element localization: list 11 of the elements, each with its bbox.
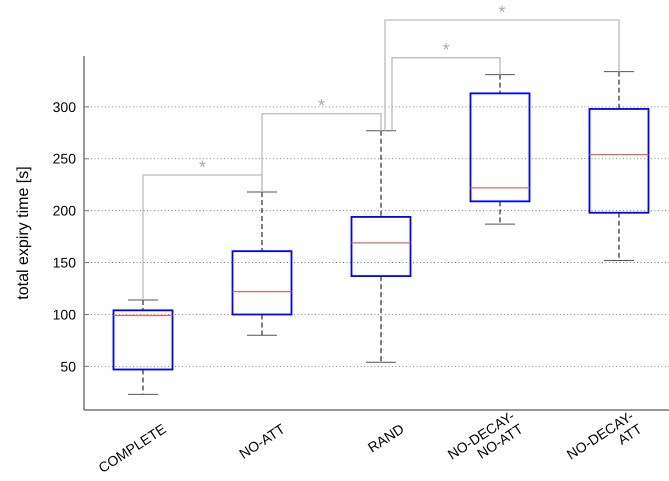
y-tick-label: 200 <box>52 202 76 219</box>
y-tick-label: 250 <box>52 150 76 167</box>
y-axis-title: total expiry time [s] <box>15 166 32 300</box>
text: * <box>498 2 506 22</box>
y-tick-label: 100 <box>52 306 76 322</box>
y-tick-label: 300 <box>52 98 76 115</box>
annotation: * <box>318 96 326 116</box>
annotation: * <box>442 40 450 60</box>
annotation: * <box>198 156 206 177</box>
y-tick-label: 50 <box>60 358 76 374</box>
y-tick-label: 150 <box>52 254 76 270</box>
